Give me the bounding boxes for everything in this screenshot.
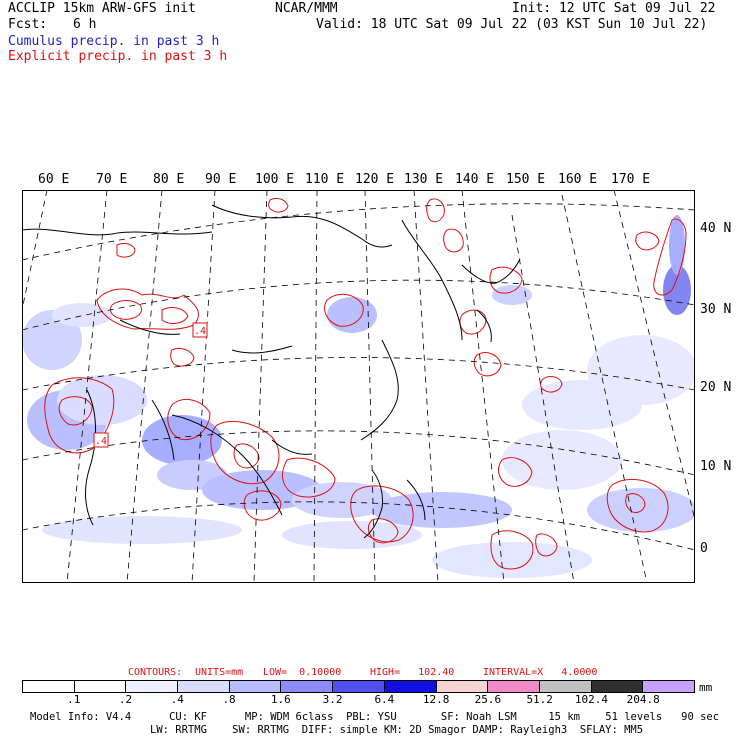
colorbar-tick-label: .4 [170, 693, 184, 706]
low-label: LOW= 0.10000 [263, 667, 342, 678]
forecast-label: Fcst: [8, 17, 48, 32]
center-label: NCAR/MMM [275, 1, 338, 16]
colorbar-tick-label: 51.2 [526, 693, 553, 706]
contour-label-box [93, 432, 109, 448]
lon-label-100e: 100 E [255, 172, 295, 187]
lat-label-0: 0 [700, 541, 708, 556]
valid-time: Valid: 18 UTC Sat 09 Jul 22 (03 KST Sun … [316, 17, 708, 32]
colorbar-segment [436, 681, 489, 692]
colorbar-tick-label: 102.4 [574, 693, 609, 706]
lon-label-160e: 160 E [558, 172, 598, 187]
colorbar-tick-label: 3.2 [322, 693, 343, 706]
colorbar-segment [488, 681, 540, 692]
colorbar-tick-label: 1.6 [270, 693, 291, 706]
colorbar-tick-label: 204.8 [626, 693, 660, 706]
colorbar-tick-label: 25.6 [474, 693, 502, 706]
init-time: Init: 12 UTC Sat 09 Jul 22 [512, 1, 716, 16]
lon-label-120e: 120 E [355, 172, 395, 187]
map-frame [22, 190, 695, 583]
lon-label-80e: 80 E [153, 172, 185, 187]
colorbar-tick-label: .2 [118, 693, 133, 706]
colorbar-segment [74, 681, 127, 692]
lat-label-30n: 30 N [700, 302, 732, 317]
explicit-precip-layer [44, 197, 687, 570]
lon-label-70e: 70 E [96, 172, 128, 187]
lon-label-130e: 130 E [404, 172, 444, 187]
model-title: ACCLIP 15km ARW-GFS init [8, 1, 196, 16]
lat-label-20n: 20 N [700, 380, 732, 395]
units-label: UNITS=mm [195, 667, 244, 678]
legend-explicit: Explicit precip. in past 3 h [8, 49, 228, 64]
lon-label-110e: 110 E [305, 172, 345, 187]
forecast-hour: 6 h [73, 17, 97, 32]
lon-label-60e: 60 E [38, 172, 70, 187]
lon-label-90e: 90 E [205, 172, 237, 187]
colorbar-tick-label: 12.8 [422, 693, 450, 706]
interval-label: INTERVAL=X 4.0000 [483, 667, 598, 678]
colorbar-tick-label: .8 [222, 693, 236, 706]
legend-cumulus: Cumulus precip. in past 3 h [8, 34, 220, 49]
cumulus-precip-layer [22, 215, 695, 578]
lat-label-40n: 40 N [700, 221, 732, 236]
colorbar-tick-label: .1 [67, 693, 81, 706]
colorbar-segment [23, 681, 75, 692]
contour-label: .4 [95, 436, 107, 447]
graticule-layer [22, 190, 695, 583]
colorbar-segment [229, 681, 282, 692]
lon-label-150e: 150 E [506, 172, 546, 187]
contour-label-box [192, 322, 208, 338]
colorbar-segment [384, 681, 437, 692]
physics-info-line: LW: RRTMG SW: RRTMG DIFF: simple KM: 2D … [150, 724, 644, 736]
lon-label-140e: 140 E [455, 172, 495, 187]
precip-map: .4 .4 [22, 190, 695, 583]
colorbar-segment [178, 681, 230, 692]
lon-label-170e: 170 E [611, 172, 651, 187]
colorbar [22, 680, 695, 693]
contour-label: .4 [194, 326, 206, 337]
colorbar-segment [591, 681, 644, 692]
colorbar-segment [643, 681, 694, 692]
colorbar-segment [281, 681, 334, 692]
lat-label-10n: 10 N [700, 459, 732, 474]
colorbar-segment [333, 681, 385, 692]
coastline-layer [22, 204, 521, 539]
contours-label: CONTOURS: [128, 667, 183, 678]
colorbar-segment [539, 681, 592, 692]
high-label: HIGH= 102.40 [370, 667, 455, 678]
colorbar-units: mm [699, 681, 713, 694]
colorbar-segment [126, 681, 179, 692]
model-info-line: Model Info: V4.4 CU: KF MP: WDM 6class P… [30, 711, 720, 723]
colorbar-tick-label: 6.4 [374, 693, 395, 706]
